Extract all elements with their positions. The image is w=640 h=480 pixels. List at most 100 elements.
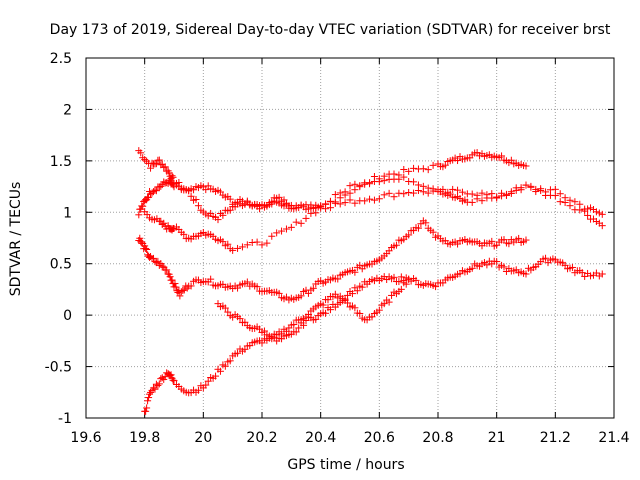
data-point: [424, 184, 432, 192]
data-point: [581, 272, 589, 280]
data-point: [226, 206, 234, 214]
data-point: [151, 186, 159, 194]
data-point: [157, 375, 165, 383]
data-point: [187, 192, 195, 200]
data-point: [353, 287, 361, 295]
data-point: [568, 263, 576, 271]
data-point: [322, 309, 330, 317]
data-point: [385, 298, 393, 306]
data-point: [571, 198, 579, 206]
data-point: [348, 290, 356, 298]
data-point: [397, 285, 405, 293]
data-point: [226, 195, 234, 203]
data-point: [556, 190, 564, 198]
data-point: [592, 217, 600, 225]
data-point: [346, 196, 354, 204]
y-tick-label: -1: [58, 411, 72, 427]
data-point: [598, 210, 606, 218]
data-point: [326, 197, 334, 205]
data-point: [149, 384, 157, 392]
data-point: [502, 191, 510, 199]
data-point: [307, 209, 315, 217]
data-point: [152, 160, 160, 168]
data-point: [429, 161, 437, 169]
data-point: [507, 188, 515, 196]
data-point: [290, 321, 298, 329]
data-point: [202, 381, 210, 389]
data-point: [598, 222, 606, 230]
data-point: [331, 191, 339, 199]
x-tick-label: 20.2: [246, 430, 277, 446]
data-point: [171, 280, 179, 288]
data-point: [194, 202, 202, 210]
data-point: [592, 208, 600, 216]
data-point: [468, 190, 476, 198]
data-point: [270, 333, 278, 341]
data-point: [395, 278, 403, 286]
data-point: [312, 209, 320, 217]
data-point: [161, 163, 169, 171]
data-point: [400, 165, 408, 173]
data-point: [176, 292, 184, 300]
data-point: [395, 175, 403, 183]
data-point: [498, 152, 506, 160]
data-point: [268, 198, 276, 206]
data-point: [144, 397, 152, 405]
data-point: [424, 166, 432, 174]
x-tick-label: 20.8: [422, 430, 453, 446]
chart-title: Day 173 of 2019, Sidereal Day-to-day VTE…: [50, 22, 611, 38]
data-point: [397, 273, 405, 281]
data-point: [341, 199, 349, 207]
data-point: [366, 180, 374, 188]
data-point: [405, 189, 413, 197]
grid-lines: [86, 58, 614, 418]
x-tick-label: 21.2: [540, 430, 571, 446]
data-point: [366, 195, 374, 203]
data-point: [356, 183, 364, 191]
y-tick-label: -0.5: [45, 360, 72, 376]
data-point: [302, 214, 310, 222]
data-point: [587, 272, 595, 280]
data-point: [515, 234, 523, 242]
data-point: [522, 181, 530, 189]
data-point: [158, 262, 166, 270]
plot-frame: [85, 57, 615, 419]
data-point: [158, 374, 166, 382]
data-point: [282, 225, 290, 233]
data-point: [292, 218, 300, 226]
data-point: [256, 205, 264, 213]
data-point: [180, 230, 188, 238]
y-tick-label: 1: [63, 205, 72, 221]
data-point: [561, 199, 569, 207]
data-point: [145, 394, 153, 402]
y-tick-label: 0.5: [50, 257, 72, 273]
x-axis-label: GPS time / hours: [287, 457, 404, 473]
data-point: [351, 304, 359, 312]
x-tick-label: 20.6: [364, 430, 395, 446]
data-point: [507, 156, 515, 164]
data-point: [160, 178, 168, 186]
y-tick-label: 0: [63, 308, 72, 324]
data-point: [380, 177, 388, 185]
data-point: [522, 236, 530, 244]
data-point: [135, 211, 143, 219]
data-point: [392, 241, 400, 249]
data-point: [219, 211, 227, 219]
data-point: [375, 178, 383, 186]
data-point: [498, 189, 506, 197]
data-point: [402, 280, 410, 288]
data-point: [432, 283, 440, 291]
data-point: [488, 194, 496, 202]
data-point: [336, 189, 344, 197]
data-point: [551, 192, 559, 200]
data-point: [142, 244, 150, 252]
data-point: [429, 185, 437, 193]
data-point: [449, 185, 457, 193]
data-point: [331, 290, 339, 298]
data-point: [207, 275, 215, 283]
data-point: [595, 209, 603, 217]
data-point: [151, 385, 159, 393]
data-point: [137, 149, 145, 157]
data-point: [336, 200, 344, 208]
data-point: [287, 223, 295, 231]
